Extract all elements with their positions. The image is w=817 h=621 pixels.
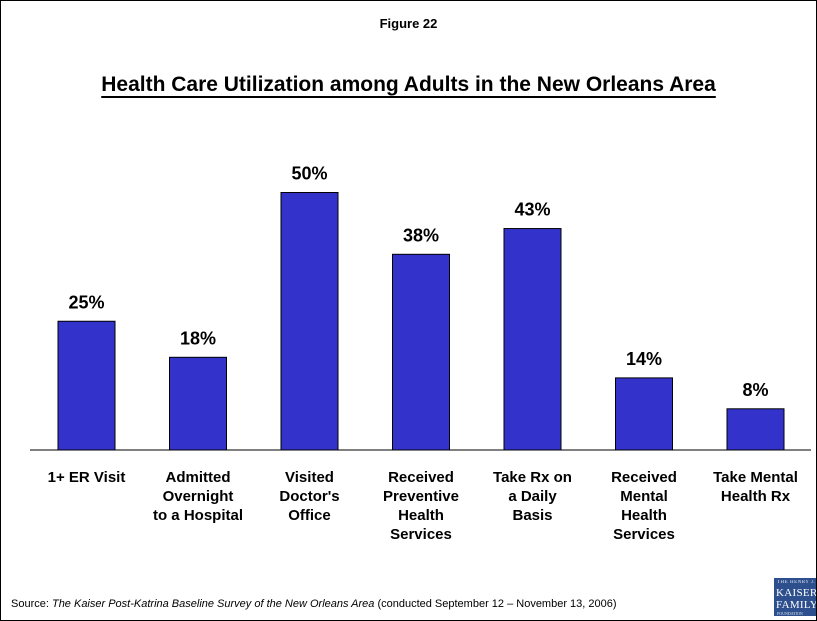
- bar: [503, 228, 562, 451]
- bar-value-label: 8%: [742, 380, 768, 400]
- logo-small-bottom: FOUNDATION: [777, 611, 803, 616]
- bar-value-label: 14%: [626, 349, 662, 369]
- category-label: Take Mental: [713, 469, 798, 486]
- bar: [169, 356, 227, 451]
- category-label: Office: [288, 507, 331, 524]
- category-label: Health: [398, 507, 444, 524]
- chart-title: Health Care Utilization among Adults in …: [101, 73, 716, 96]
- category-label: Visited: [285, 469, 334, 486]
- category-label: Admitted: [166, 469, 231, 486]
- category-label: Health Rx: [721, 488, 791, 505]
- bar: [615, 377, 673, 451]
- source-suffix: (conducted September 12 – November 13, 2…: [374, 598, 617, 610]
- category-label: Health: [621, 507, 667, 524]
- category-label: Mental: [620, 488, 668, 505]
- source-title: The Kaiser Post-Katrina Baseline Survey …: [51, 598, 375, 610]
- category-label: Doctor's: [279, 488, 339, 505]
- category-label: Services: [390, 526, 452, 543]
- category-label: to a Hospital: [153, 507, 243, 524]
- category-label: Preventive: [383, 488, 459, 505]
- logo-small-top: THE HENRY J.: [777, 580, 816, 585]
- kaiser-logo: THE HENRY J. KAISER FAMILY FOUNDATION: [774, 578, 816, 616]
- bar: [392, 253, 450, 451]
- category-label: Received: [611, 469, 677, 486]
- bar: [57, 320, 116, 451]
- category-label: Overnight: [163, 488, 234, 505]
- category-label: a Daily: [508, 488, 557, 505]
- source-prefix: Source:: [11, 598, 52, 610]
- category-label: Take Rx on: [493, 469, 572, 486]
- bar-value-label: 43%: [514, 200, 550, 220]
- bar: [280, 192, 339, 451]
- bar-value-label: 50%: [291, 164, 327, 184]
- source-note: Source: The Kaiser Post-Katrina Baseline…: [11, 598, 617, 610]
- category-label: Received: [388, 469, 454, 486]
- category-label: 1+ ER Visit: [48, 469, 126, 486]
- category-label: Basis: [512, 507, 552, 524]
- bar: [726, 408, 785, 451]
- bar-value-label: 18%: [180, 328, 216, 348]
- logo-line-2: FAMILY: [776, 599, 816, 611]
- bar-value-label: 38%: [403, 225, 439, 245]
- bar-value-label: 25%: [68, 292, 104, 312]
- figure-label: Figure 22: [379, 16, 438, 31]
- category-label: Services: [613, 526, 675, 543]
- logo-line-1: KAISER: [776, 587, 816, 599]
- chart-title-wrap: Health Care Utilization among Adults in …: [1, 73, 816, 97]
